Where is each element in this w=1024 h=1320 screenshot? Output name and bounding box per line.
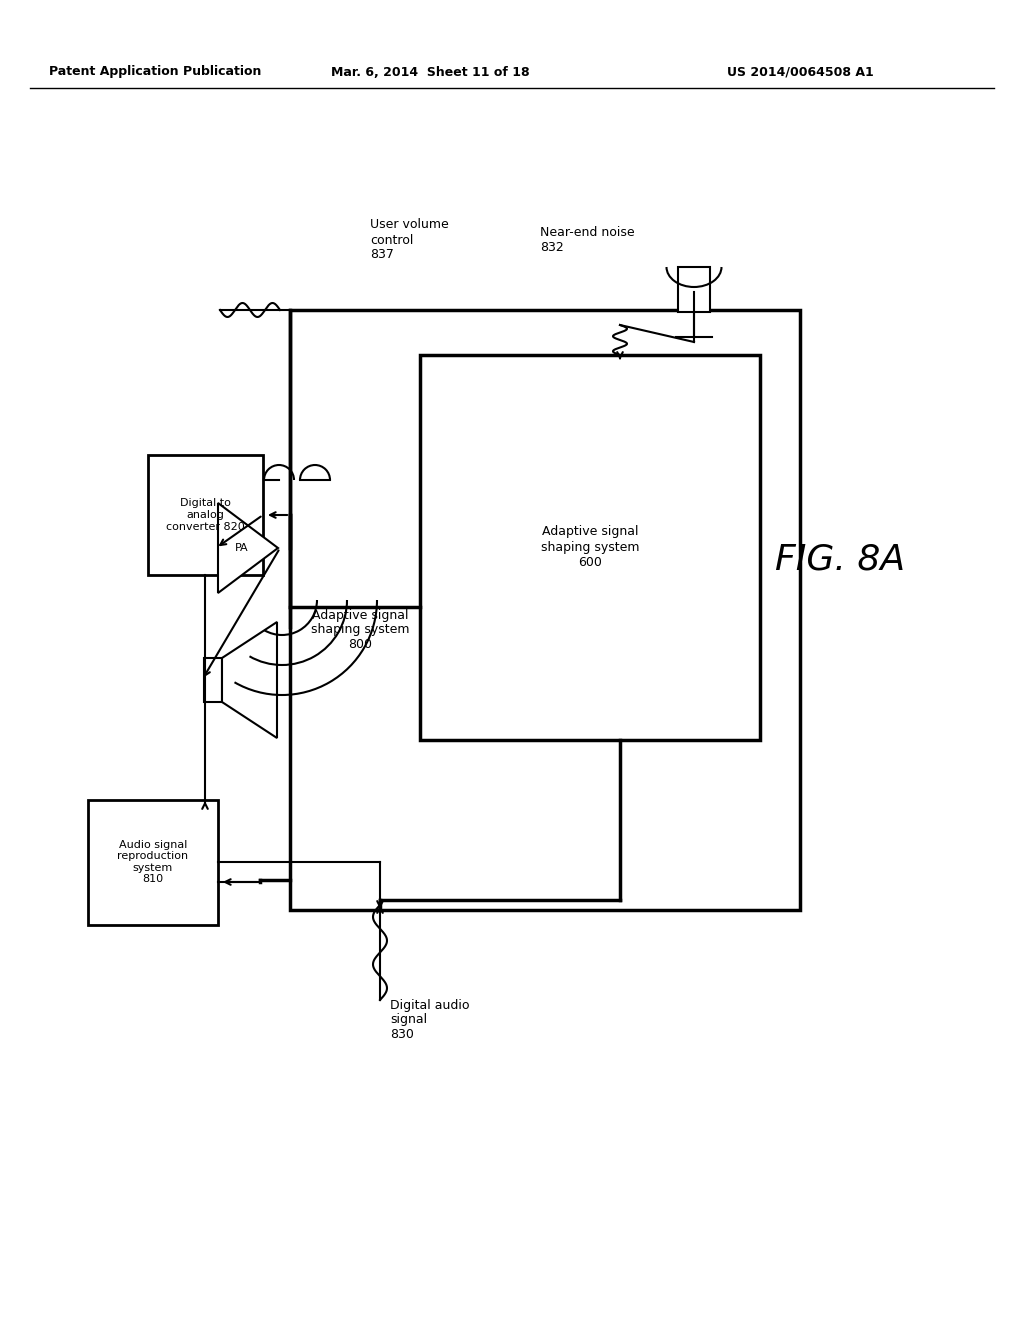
Text: Adaptive signal
shaping system
800: Adaptive signal shaping system 800 <box>310 609 410 652</box>
Text: Near-end noise
832: Near-end noise 832 <box>540 226 635 253</box>
Text: User volume
control
837: User volume control 837 <box>370 219 449 261</box>
Bar <box>678 267 710 312</box>
Text: FIG. 8A: FIG. 8A <box>775 543 905 577</box>
Polygon shape <box>218 503 278 593</box>
Bar <box>204 657 222 702</box>
Bar <box>420 355 760 741</box>
Text: PA: PA <box>236 543 249 553</box>
Text: Audio signal
reproduction
system
810: Audio signal reproduction system 810 <box>118 840 188 884</box>
Text: Digital to
analog
converter 820: Digital to analog converter 820 <box>166 499 245 532</box>
Polygon shape <box>222 622 278 738</box>
Bar <box>88 800 218 925</box>
Text: Adaptive signal
shaping system
600: Adaptive signal shaping system 600 <box>541 525 639 569</box>
Bar <box>148 455 263 576</box>
Text: US 2014/0064508 A1: US 2014/0064508 A1 <box>727 66 873 78</box>
Text: Patent Application Publication: Patent Application Publication <box>49 66 261 78</box>
Bar <box>290 310 800 909</box>
Text: Mar. 6, 2014  Sheet 11 of 18: Mar. 6, 2014 Sheet 11 of 18 <box>331 66 529 78</box>
Text: Digital audio
signal
830: Digital audio signal 830 <box>390 998 469 1041</box>
